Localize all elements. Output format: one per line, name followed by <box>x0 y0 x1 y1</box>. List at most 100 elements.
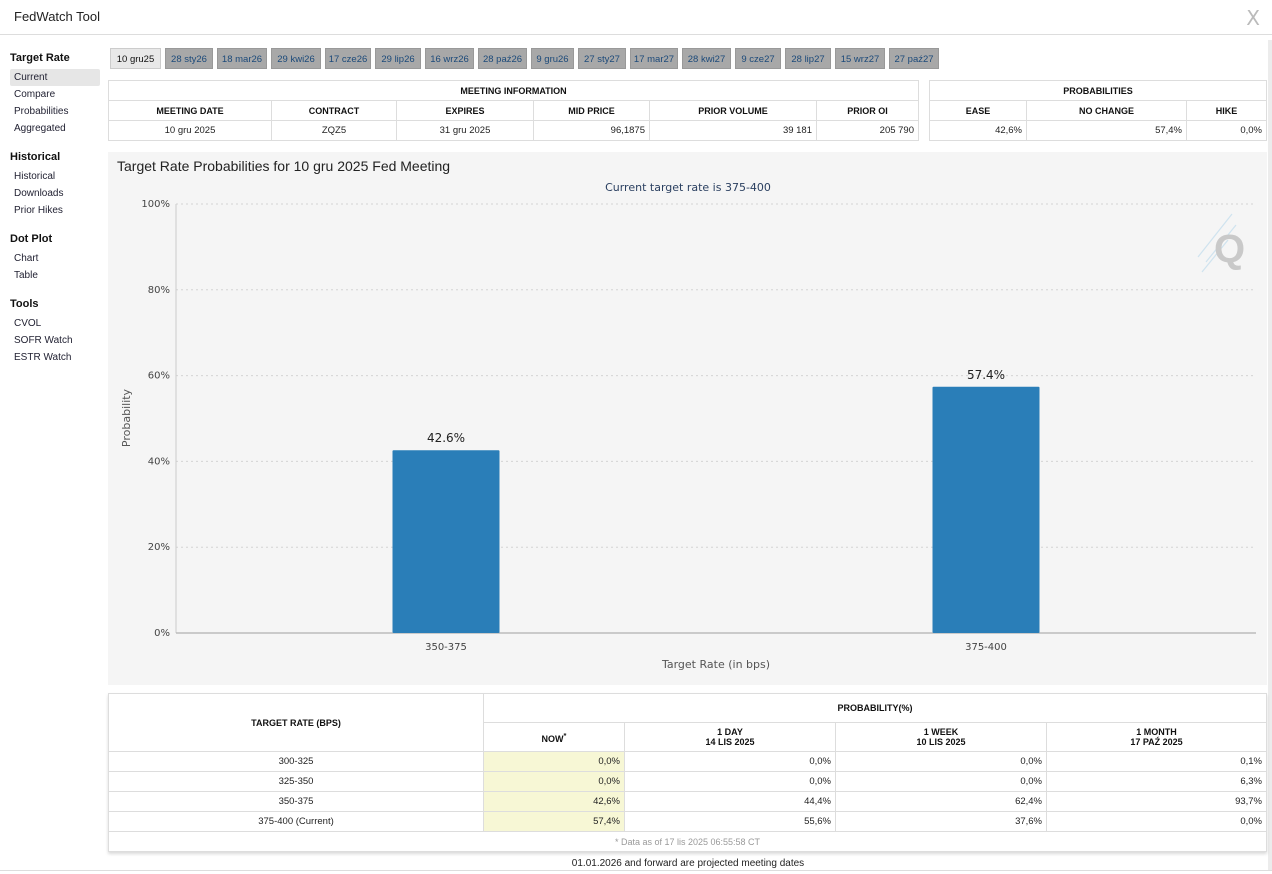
sidebar-item-compare[interactable]: Compare <box>14 89 56 100</box>
tab-meeting[interactable]: 27 paź27 <box>889 48 939 69</box>
sidebar-item-prior-hikes[interactable]: Prior Hikes <box>14 205 63 216</box>
divider <box>0 870 1272 871</box>
sidebar-item-probabilities[interactable]: Probabilities <box>14 106 69 117</box>
x-tick-label: 375-400 <box>965 642 1007 653</box>
sidebar-group-target-rate: Target Rate Current Compare Probabilitie… <box>0 44 105 137</box>
tab-meeting[interactable]: 27 sty27 <box>578 48 626 69</box>
period-date: 17 PAŹ 2025 <box>1130 737 1183 747</box>
contract-cell: ZQZ5 <box>271 120 397 141</box>
y-tick-label: 100% <box>141 199 170 210</box>
column-header: CONTRACT <box>271 100 397 121</box>
now-cell: 0,0% <box>483 771 625 792</box>
column-header: PRIOR VOLUME <box>649 100 817 121</box>
tab-meeting[interactable]: 29 lip26 <box>375 48 421 69</box>
bar[interactable] <box>932 386 1040 633</box>
sidebar-group-tools: Tools CVOL SOFR Watch ESTR Watch <box>0 290 105 366</box>
month-cell: 6,3% <box>1046 771 1267 792</box>
day-cell: 0,0% <box>624 771 836 792</box>
tab-meeting[interactable]: 9 gru26 <box>531 48 574 69</box>
month-cell: 93,7% <box>1046 791 1267 812</box>
table-title: MEETING INFORMATION <box>108 80 919 101</box>
close-button[interactable]: X <box>1246 6 1260 30</box>
period-label: 1 WEEK <box>923 727 959 737</box>
x-axis-label: Target Rate (in bps) <box>661 658 770 671</box>
sidebar-heading: Historical <box>10 151 61 163</box>
svg-text:Q: Q <box>1214 227 1245 271</box>
column-header: EXPIRES <box>396 100 534 121</box>
prior-oi-cell: 205 790 <box>816 120 919 141</box>
sidebar-item-sofr-watch[interactable]: SOFR Watch <box>14 335 73 346</box>
now-cell: 57,4% <box>483 811 625 832</box>
meeting-date-cell: 10 gru 2025 <box>108 120 272 141</box>
tab-meeting[interactable]: 10 gru25 <box>110 48 161 69</box>
y-axis-ticks: 0% 20% 40% 60% 80% 100% <box>141 199 170 639</box>
tab-meeting[interactable]: 15 wrz27 <box>835 48 885 69</box>
day-cell: 55,6% <box>624 811 836 832</box>
chart-grid <box>176 203 1256 548</box>
chart-subtitle: Current target rate is 375-400 <box>605 181 771 194</box>
sidebar-item-historical[interactable]: Historical <box>14 171 56 182</box>
sidebar-item-estr-watch[interactable]: ESTR Watch <box>14 352 72 363</box>
tab-meeting[interactable]: 29 kwi26 <box>271 48 321 69</box>
sidebar-group-dot-plot: Dot Plot Chart Table <box>0 225 105 284</box>
day-cell: 0,0% <box>624 751 836 772</box>
sidebar-item-table[interactable]: Table <box>14 270 38 281</box>
sidebar-item-chart[interactable]: Chart <box>14 253 39 264</box>
tab-meeting[interactable]: 28 paź26 <box>478 48 527 69</box>
q-logo-icon: Q <box>1197 213 1245 273</box>
y-tick-label: 0% <box>154 628 170 639</box>
y-tick-label: 40% <box>148 456 170 467</box>
footnote-marker: * <box>563 730 567 740</box>
period-label: 1 MONTH <box>1136 727 1177 737</box>
week-cell: 0,0% <box>835 751 1047 772</box>
sidebar-item-aggregated[interactable]: Aggregated <box>14 123 66 134</box>
bar[interactable] <box>392 450 500 633</box>
column-header: PRIOR OI <box>816 100 919 121</box>
column-header: HIKE <box>1186 100 1267 121</box>
column-header-now: NOW* <box>483 722 625 752</box>
tab-meeting[interactable]: 28 sty26 <box>165 48 213 69</box>
expires-cell: 31 gru 2025 <box>396 120 534 141</box>
column-header: TARGET RATE (BPS) <box>108 693 484 752</box>
month-cell: 0,0% <box>1046 811 1267 832</box>
sidebar-item-current[interactable]: Current <box>10 69 100 86</box>
day-cell: 44,4% <box>624 791 836 812</box>
prior-volume-cell: 39 181 <box>649 120 817 141</box>
column-header-1-week: 1 WEEK 10 LIS 2025 <box>835 722 1047 752</box>
target-rate-cell: 350-375 <box>108 791 484 812</box>
title-bar: FedWatch Tool X <box>0 0 1272 35</box>
probability-chart-panel: Target Rate Probabilities for 10 gru 202… <box>108 152 1267 685</box>
ease-cell: 42,6% <box>929 120 1027 141</box>
tab-meeting[interactable]: 17 mar27 <box>630 48 678 69</box>
tab-meeting[interactable]: 17 cze26 <box>325 48 371 69</box>
x-tick-label: 350-375 <box>425 642 467 653</box>
sidebar-heading: Dot Plot <box>10 233 53 245</box>
period-label: 1 DAY <box>717 727 743 737</box>
sidebar-item-downloads[interactable]: Downloads <box>14 188 64 199</box>
tab-meeting[interactable]: 16 wrz26 <box>425 48 474 69</box>
y-tick-label: 60% <box>148 371 170 382</box>
period-date: 10 LIS 2025 <box>916 737 966 747</box>
now-label: NOW <box>541 733 564 744</box>
tab-meeting[interactable]: 28 lip27 <box>785 48 831 69</box>
period-date: 14 LIS 2025 <box>705 737 755 747</box>
table-row: 300-325 0,0% 0,0% 0,0% 0,1% <box>108 751 1267 772</box>
sidebar-heading: Target Rate <box>10 52 70 64</box>
column-group-header: PROBABILITY(%) <box>483 693 1267 723</box>
bar-data-label: 42.6% <box>427 431 465 445</box>
table-row: 325-350 0,0% 0,0% 0,0% 6,3% <box>108 771 1267 792</box>
tab-meeting[interactable]: 18 mar26 <box>217 48 267 69</box>
column-header: MID PRICE <box>533 100 650 121</box>
mid-price-cell: 96,1875 <box>533 120 650 141</box>
bars: 42.6% 350-375 57.4% 375-400 <box>392 368 1040 653</box>
chart-title: Target Rate Probabilities for 10 gru 202… <box>117 158 451 174</box>
week-cell: 62,4% <box>835 791 1047 812</box>
scrollbar[interactable] <box>1268 40 1272 870</box>
tab-meeting[interactable]: 28 kwi27 <box>682 48 731 69</box>
projected-dates-note: 01.01.2026 and forward are projected mee… <box>571 858 805 869</box>
sidebar-item-cvol[interactable]: CVOL <box>14 318 42 329</box>
column-header: EASE <box>929 100 1027 121</box>
tab-meeting[interactable]: 9 cze27 <box>735 48 781 69</box>
app-title: FedWatch Tool <box>14 9 100 24</box>
y-axis-label: Probability <box>120 388 133 447</box>
